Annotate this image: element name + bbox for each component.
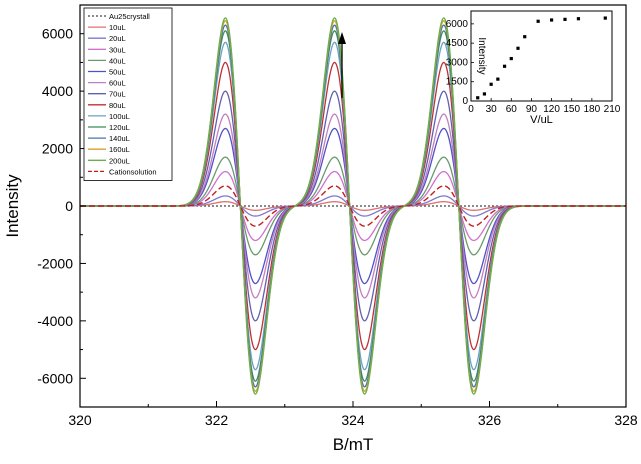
increase-arrow [338, 32, 346, 98]
y-axis-title: Intensity [3, 174, 22, 238]
inset-x-tick-label: 90 [526, 104, 538, 115]
y-tick-label: -2000 [37, 255, 73, 271]
inset-y-tick-label: 1500 [446, 77, 469, 88]
inset-y-tick-label: 6000 [446, 19, 469, 30]
x-tick-label: 328 [614, 412, 638, 428]
inset-data-point [502, 64, 507, 68]
series-line [80, 185, 626, 227]
x-tick-label: 320 [68, 412, 92, 428]
inset-x-tick-label: 60 [506, 104, 518, 115]
y-tick-label: -6000 [37, 370, 73, 386]
inset-chart: 0 30 60 90 120 150 180 210 0 1500 3000 4500 6000 V/uL… [446, 10, 621, 126]
legend-label: 140uL [109, 134, 130, 143]
legend-label: 120uL [109, 123, 130, 132]
inset-x-tick-label: 150 [563, 104, 580, 115]
inset-x-tick-label: 30 [486, 104, 498, 115]
x-tick-label: 324 [341, 412, 365, 428]
y-tick-label: 0 [65, 198, 73, 214]
inset-data-point [576, 17, 581, 21]
inset-data-point [482, 92, 487, 96]
y-tick-label: 4000 [42, 83, 73, 99]
legend-label: 200uL [109, 156, 130, 165]
x-tick-label: 326 [478, 412, 502, 428]
legend-label: 70uL [109, 90, 126, 99]
legend-label: Au25crystall [109, 12, 150, 21]
inset-data-point [536, 19, 540, 23]
legend-label: 20uL [109, 34, 126, 43]
inset-data-point [549, 18, 554, 22]
inset-data-point [516, 46, 520, 50]
main-axes: 320 322 324 326 328 -6000 -4000 -2000 0 2000 4000 6… [3, 4, 638, 454]
legend-label: 10uL [109, 23, 126, 32]
inset-data-point [489, 82, 493, 86]
inset-data-point [509, 56, 513, 61]
legend-label: 80uL [109, 101, 126, 110]
inset-data-point [496, 77, 500, 81]
legend-label: 100uL [109, 112, 130, 121]
legend: Au25crystall 10uL 20uL 30uL 40uL 50uL 60uL 70uL… [83, 7, 173, 181]
inset-x-tick-label: 120 [543, 104, 560, 115]
legend-label: 60uL [109, 79, 126, 88]
y-tick-label: 6000 [42, 26, 73, 42]
arrow-head [338, 32, 346, 44]
inset-x-tick-label: 210 [604, 104, 621, 115]
inset-data-point [476, 96, 480, 100]
inset-data-point [563, 17, 567, 21]
inset-x-tick-label: 0 [468, 104, 474, 115]
inset-x-tick-label: 180 [584, 104, 601, 115]
inset-y-axis-title: Intensity [476, 37, 487, 74]
inset-y-tick-label: 0 [462, 96, 468, 107]
inset-x-axis-title: V/uL [530, 114, 553, 126]
legend-label: 40uL [109, 56, 126, 65]
y-tick-label: 2000 [42, 141, 73, 157]
legend-label: 50uL [109, 68, 126, 77]
inset-data-point [523, 35, 527, 39]
main-series-lines [80, 17, 626, 395]
inset-y-tick-label: 3000 [446, 57, 469, 68]
legend-label: Cationsolution [109, 167, 157, 176]
y-tick-label: -4000 [37, 313, 73, 329]
x-axis-title: B/mT [333, 435, 374, 454]
inset-frame [470, 10, 613, 102]
x-tick-label: 322 [205, 412, 229, 428]
inset-y-tick-label: 4500 [446, 38, 469, 49]
legend-label: 160uL [109, 145, 130, 154]
legend-label: 30uL [109, 45, 126, 54]
inset-data-point [603, 16, 607, 20]
